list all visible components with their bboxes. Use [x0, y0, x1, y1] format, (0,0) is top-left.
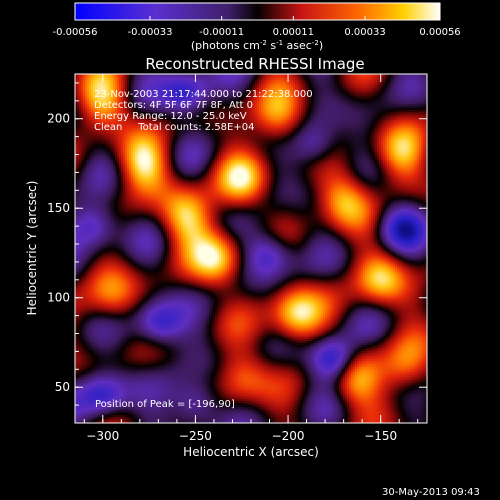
- y-tick-label: 150: [47, 201, 70, 215]
- x-axis-label: Heliocentric X (arcsec): [183, 445, 319, 459]
- y-axis-label: Heliocentric Y (arcsec): [25, 181, 39, 316]
- colorbar-tick-label: 0.00056: [419, 27, 460, 38]
- chart-title: Reconstructed RHESSI Image: [145, 55, 364, 73]
- colorbar-ramp: [74, 2, 441, 21]
- x-tick-label: −200: [272, 429, 305, 443]
- colorbar-tick-label: -0.00033: [127, 27, 172, 38]
- annotation-detectors: Detectors: 4F 5F 6F 7F 8F, Att 0: [94, 100, 253, 111]
- x-axis: −300 −250 −200 −150: [83, 74, 419, 443]
- x-tick-label: −250: [179, 429, 212, 443]
- annotation-time-range: 23-Nov-2003 21:17:44.000 to 21:22:38.000: [94, 89, 313, 100]
- annotation-energy-range: Energy Range: 12.0 - 25.0 keV: [94, 111, 247, 122]
- annotation-clean-counts: Clean Total counts: 2.58E+04: [94, 122, 254, 133]
- colorbar-tick-label: -0.00011: [199, 27, 244, 38]
- colorbar: -0.00056 -0.00033 -0.00011 0.00011 0.00033 0.…: [53, 2, 461, 52]
- colorbar-tick-label: 0.00011: [273, 27, 314, 38]
- colorbar-ticks: -0.00056 -0.00033 -0.00011 0.00011 0.00033 0.…: [53, 16, 461, 38]
- colorbar-tick-label: 0.00033: [344, 27, 385, 38]
- peak-position-label: Position of Peak = [-196,90]: [95, 399, 235, 410]
- y-tick-label: 200: [47, 112, 70, 126]
- info-annotations: 23-Nov-2003 21:17:44.000 to 21:22:38.000…: [94, 89, 313, 133]
- colorbar-units: (photons cm-2 s-1 asec-2): [191, 39, 323, 52]
- y-tick-label: 100: [47, 291, 70, 305]
- colorbar-tick-label: -0.00056: [53, 27, 98, 38]
- x-tick-label: −150: [364, 429, 397, 443]
- heatmap-image: [75, 74, 427, 423]
- footer-date: 30-May-2013 09:43: [382, 487, 480, 498]
- y-axis: 50 100 150 200: [47, 82, 427, 406]
- y-tick-label: 50: [55, 380, 70, 394]
- x-tick-label: −300: [86, 429, 119, 443]
- heatmap-image-container: [75, 74, 427, 423]
